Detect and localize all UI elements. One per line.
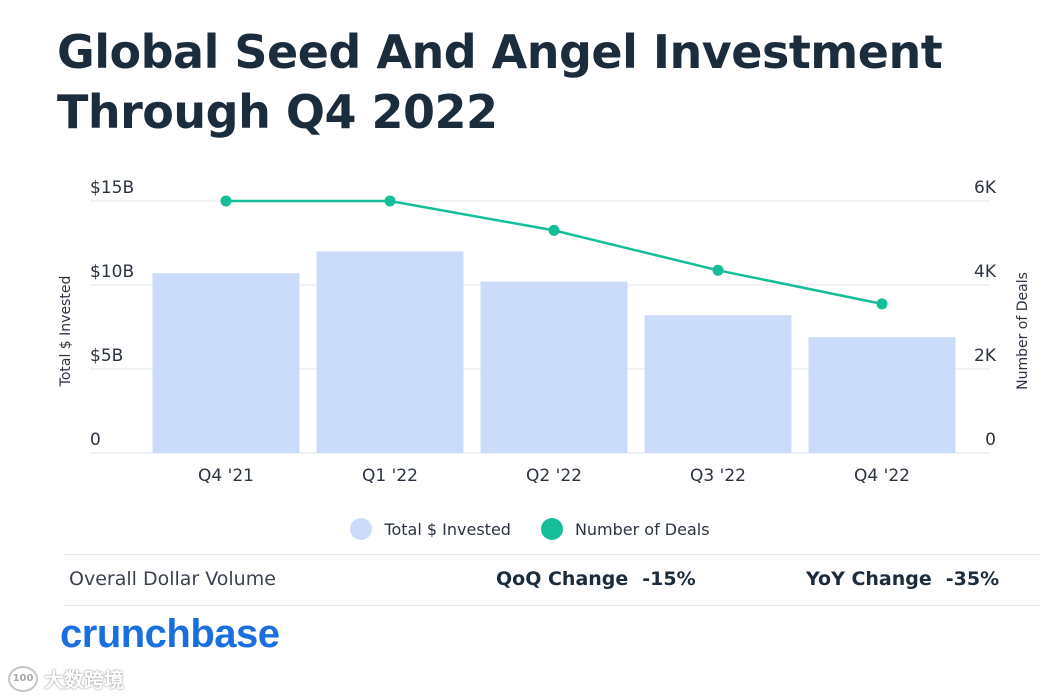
chart-title: Global Seed And Angel Investment Through… (57, 22, 943, 142)
summary-divider-top (64, 554, 1040, 555)
legend-swatch-invested (350, 518, 373, 540)
x-tick-label: Q4 '22 (854, 466, 910, 486)
qoq-value: -15% (642, 568, 696, 590)
deals-point-4[interactable] (712, 264, 724, 276)
crunchbase-logo: crunchbase (60, 612, 280, 656)
y-tick-right: 6K (974, 178, 997, 198)
watermark-icon: 100 (8, 665, 38, 692)
bar-4[interactable] (644, 315, 792, 453)
deals-point-5[interactable] (876, 298, 888, 310)
x-tick-label: Q2 '22 (526, 466, 582, 486)
bar-1[interactable] (152, 273, 300, 453)
yoy-change: YoY Change -35% (806, 568, 999, 590)
x-tick-label: Q1 '22 (362, 466, 418, 486)
legend-label-invested: Total $ Invested (384, 519, 511, 539)
title-line-1: Global Seed And Angel Investment (57, 25, 943, 79)
y-axis-title-left: Total $ Invested (58, 276, 74, 388)
bar-5[interactable] (808, 337, 956, 453)
chart-svg: 0 0 $5B 2K $10B 4K $15B 6K Q4 '21 Q1 '22 Q2 '22 Q3 … (58, 178, 1031, 486)
chart-legend: Total $ Invested Number of Deals (0, 518, 1060, 540)
deals-point-1[interactable] (220, 195, 232, 207)
y-tick-right: 2K (974, 346, 997, 366)
legend-swatch-deals (540, 518, 563, 540)
yoy-value: -35% (945, 568, 1000, 590)
y-tick-left: $5B (90, 346, 123, 366)
watermark-text: 大数跨境 (44, 668, 124, 692)
y-tick-right: 0 (985, 430, 996, 450)
deals-point-2[interactable] (384, 195, 396, 207)
legend-item-deals[interactable]: Number of Deals (540, 518, 710, 540)
x-tick-label: Q3 '22 (690, 466, 746, 486)
legend-label-deals: Number of Deals (574, 519, 710, 539)
title-line-2: Through Q4 2022 (57, 85, 498, 139)
y-tick-left: $15B (90, 178, 134, 198)
y-tick-left: 0 (90, 430, 101, 450)
bar-2[interactable] (316, 251, 464, 453)
watermark: 100 大数跨境 (8, 664, 124, 693)
bar-3[interactable] (480, 281, 628, 453)
deals-point-3[interactable] (548, 224, 560, 236)
y-tick-left: $10B (90, 262, 134, 282)
qoq-label: QoQ Change (496, 568, 629, 590)
bar-layer (152, 251, 956, 453)
line-layer (220, 195, 888, 310)
y-tick-right: 4K (974, 262, 997, 282)
legend-item-invested[interactable]: Total $ Invested (350, 518, 511, 540)
qoq-change: QoQ Change -15% (496, 568, 696, 590)
x-tick-label: Q4 '21 (198, 466, 254, 486)
summary-divider-bottom (64, 605, 1040, 606)
y-axis-title-right: Number of Deals (1015, 272, 1031, 390)
label-layer: 0 0 $5B 2K $10B 4K $15B 6K Q4 '21 Q1 '22 Q2 '22 Q3 … (90, 178, 997, 486)
summary-label: Overall Dollar Volume (69, 568, 276, 590)
yoy-label: YoY Change (806, 568, 932, 590)
